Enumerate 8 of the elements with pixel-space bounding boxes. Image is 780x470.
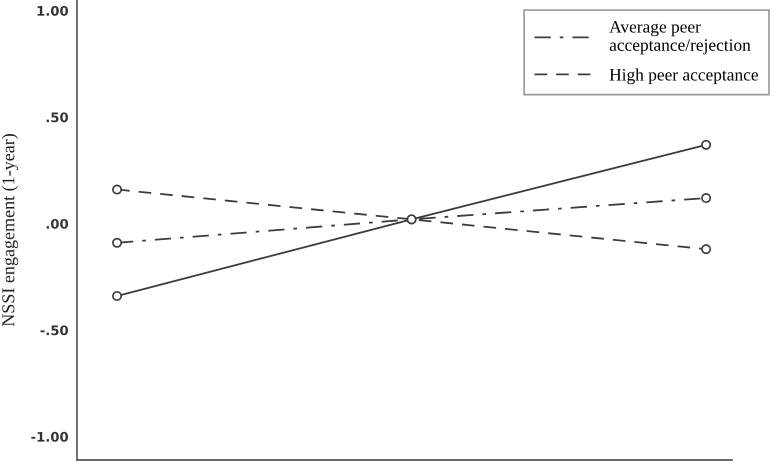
y-tick-label: -.50 bbox=[40, 325, 68, 336]
y-axis-title: NSSI engagement (1-year) bbox=[2, 134, 18, 326]
legend-label: High peer acceptance bbox=[610, 68, 758, 84]
y-tick-label: 1.00 bbox=[38, 6, 68, 16]
y-tick-label: .50 bbox=[46, 112, 68, 122]
legend-label: Average peer acceptance/rejection bbox=[609, 21, 751, 54]
y-tick-label: -1.00 bbox=[31, 432, 68, 442]
y-tick-label: .00 bbox=[46, 218, 68, 229]
